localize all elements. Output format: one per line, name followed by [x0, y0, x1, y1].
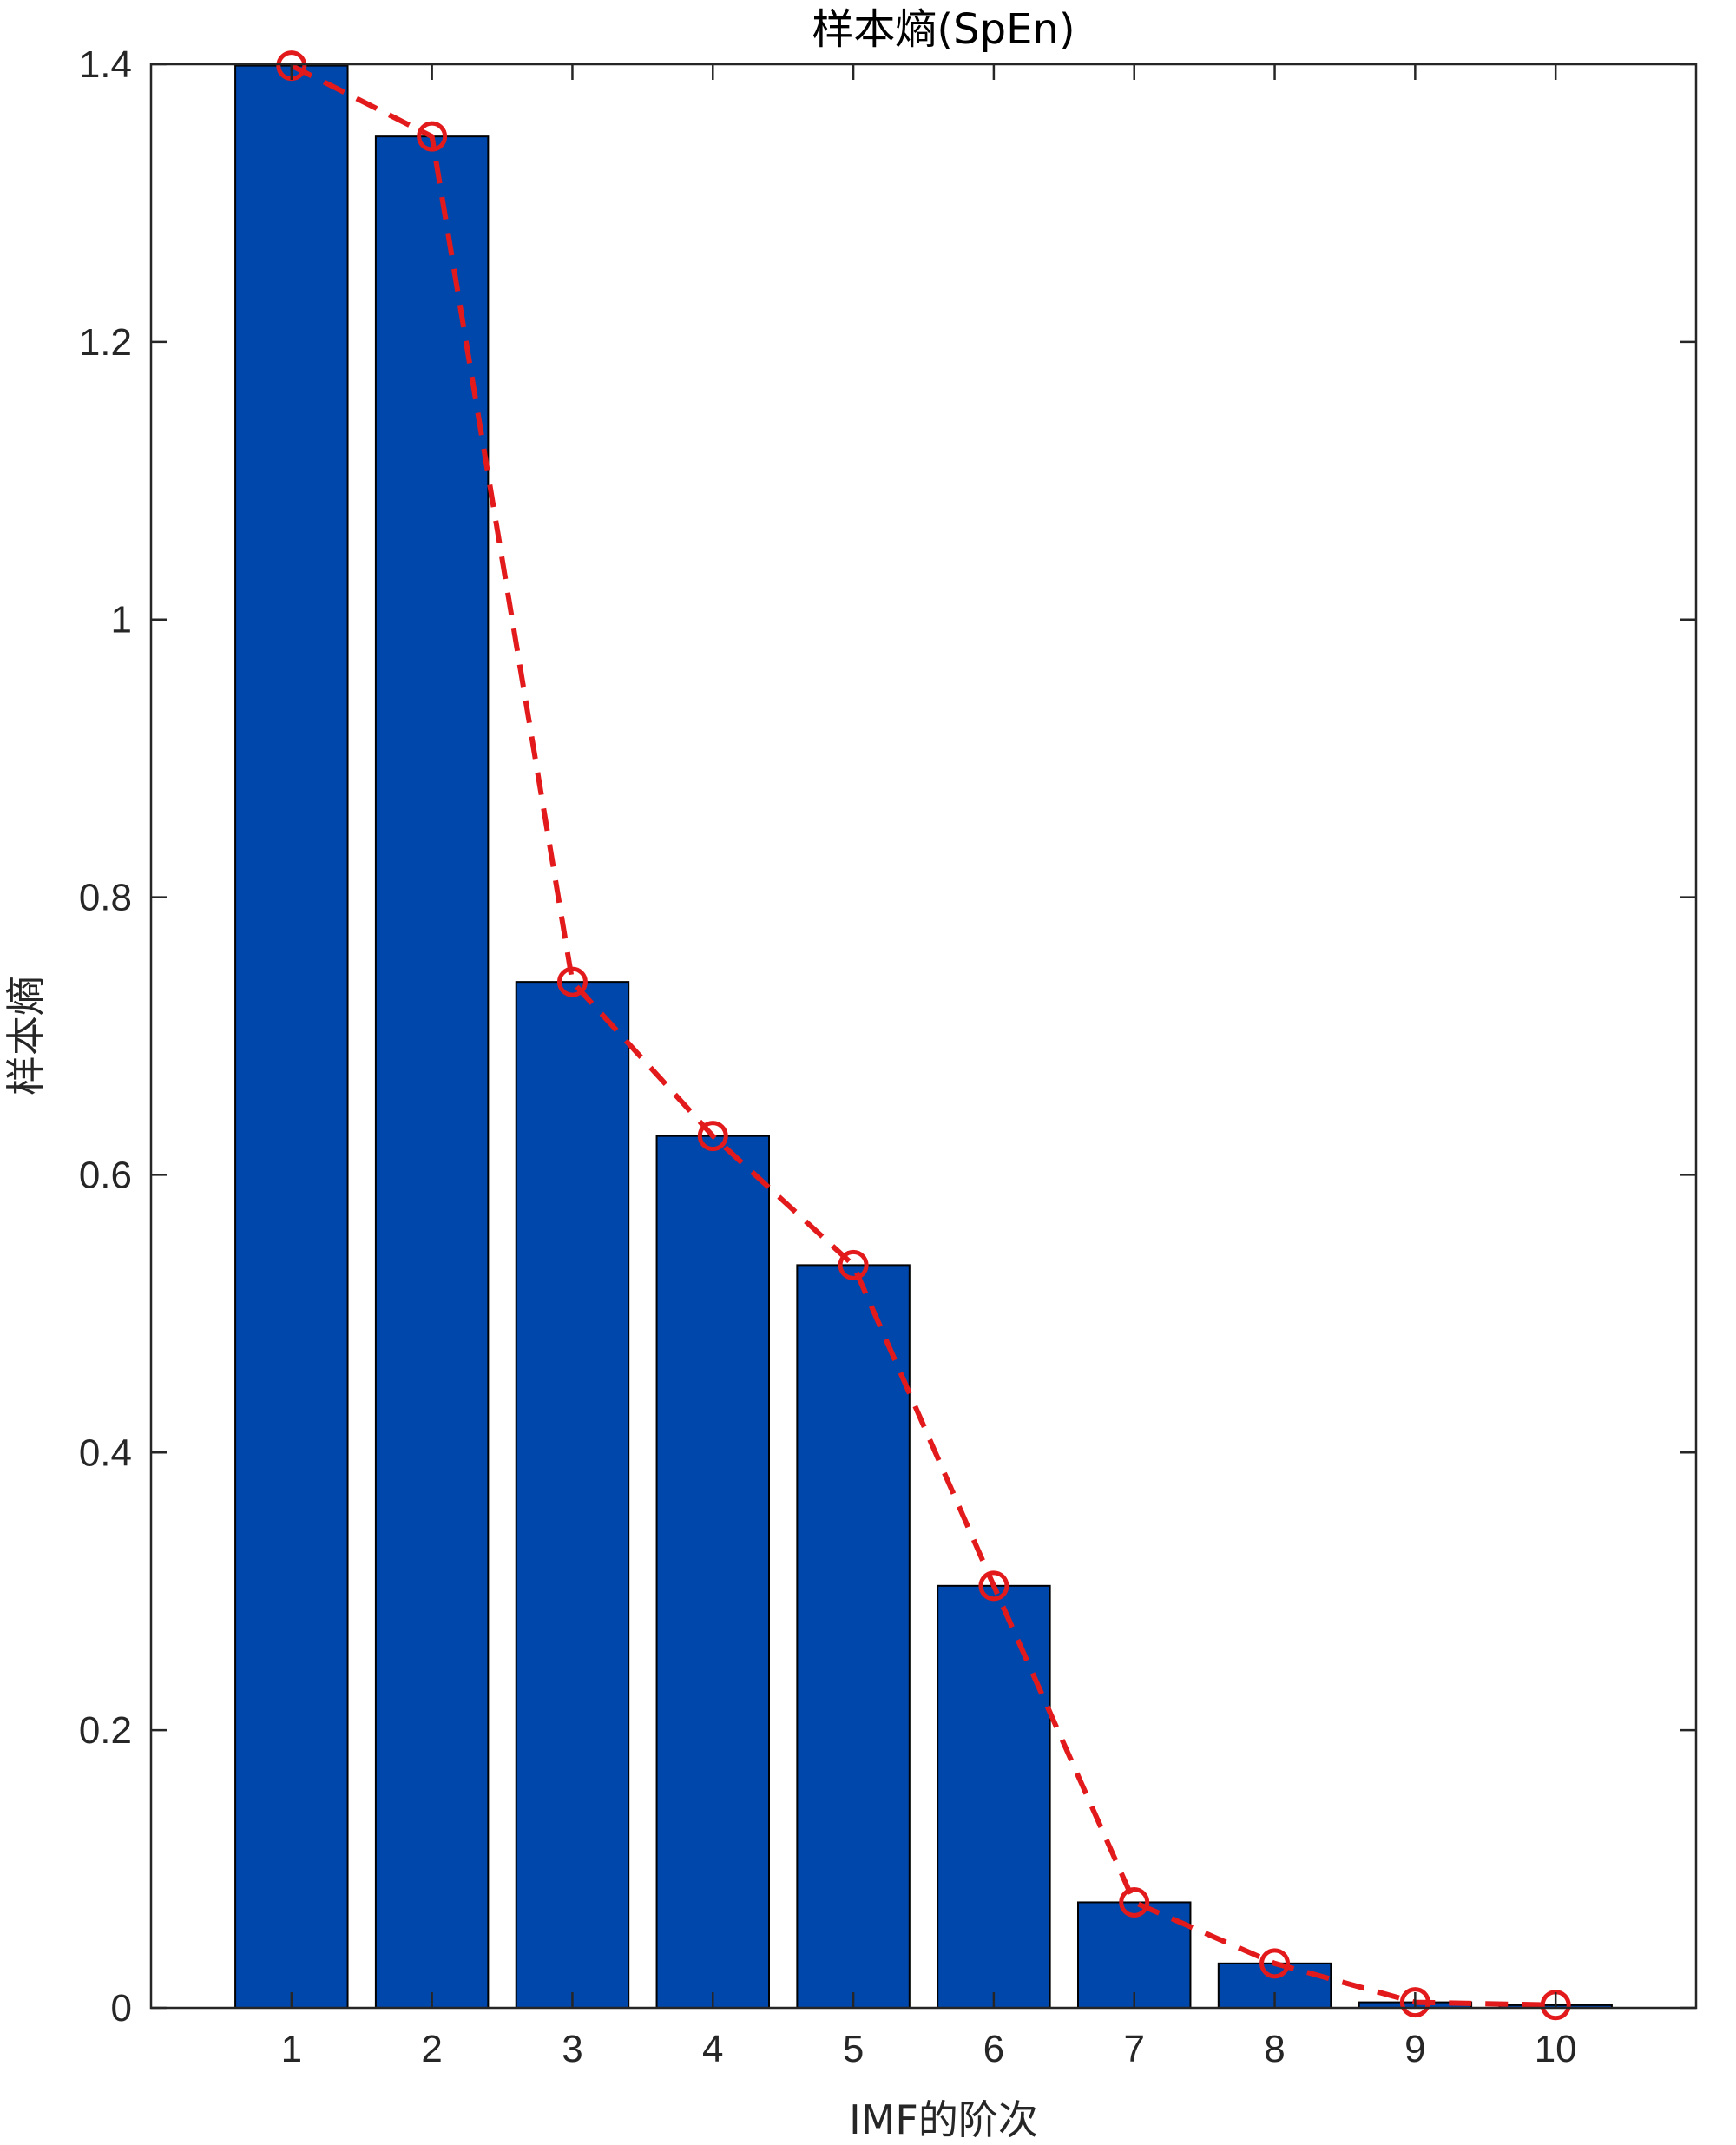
- x-tick-label: 5: [843, 2028, 864, 2070]
- bar-1: [234, 64, 349, 2009]
- bar-2: [374, 135, 490, 2010]
- line-marker-5: [838, 1249, 869, 1280]
- y-axis-title: 样本熵: [3, 976, 49, 1096]
- x-tick-label: 9: [1404, 2028, 1425, 2070]
- x-tick-label: 10: [1535, 2028, 1577, 2070]
- y-tick-label: 0.4: [79, 1431, 132, 1474]
- x-tick-label: 4: [702, 2028, 723, 2070]
- y-tick-label: 0.8: [79, 877, 132, 919]
- line-marker-3: [556, 966, 588, 997]
- x-tick-label: 3: [562, 2028, 582, 2070]
- line-marker-6: [978, 1570, 1009, 1602]
- x-tick-label: 7: [1123, 2028, 1144, 2070]
- y-tick-label: 0.2: [79, 1709, 132, 1752]
- x-tick-labels: 1 2 3 4 5 6 7 8 9 10: [281, 2028, 1577, 2070]
- bar-4: [655, 1135, 771, 2009]
- axis-ticks: [151, 63, 1696, 2010]
- x-tick-label: 1: [281, 2028, 302, 2070]
- line-marker-9: [1399, 1987, 1430, 2018]
- axes-box: [149, 63, 1698, 2010]
- line-marker-7: [1119, 1886, 1150, 1918]
- bar-5: [796, 1264, 911, 2010]
- bar-6: [937, 1584, 1051, 2009]
- line-marker-8: [1259, 1948, 1291, 1979]
- line-marker-2: [417, 121, 448, 152]
- chart-title: 样本熵(SpEn): [812, 5, 1075, 54]
- y-tick-label: 1.4: [79, 43, 132, 86]
- dashed-line: [290, 63, 1556, 2008]
- x-axis-title: IMF的阶次: [849, 2096, 1038, 2143]
- y-tick-label: 1: [111, 599, 132, 642]
- y-tick-label: 1.2: [79, 321, 132, 364]
- line-marker-10: [1540, 1990, 1571, 2021]
- x-tick-label: 8: [1264, 2028, 1285, 2070]
- x-tick-label: 2: [421, 2028, 442, 2070]
- y-tick-label: 0: [111, 1987, 132, 2030]
- bar-3: [515, 981, 630, 2009]
- y-tick-label: 0.6: [79, 1154, 132, 1196]
- x-tick-label: 6: [983, 2028, 1004, 2070]
- y-tick-labels: 0 0.2 0.4 0.6 0.8 1 1.2 1.4: [79, 43, 132, 2030]
- line-series: [276, 50, 1571, 2021]
- line-marker-4: [697, 1121, 728, 1152]
